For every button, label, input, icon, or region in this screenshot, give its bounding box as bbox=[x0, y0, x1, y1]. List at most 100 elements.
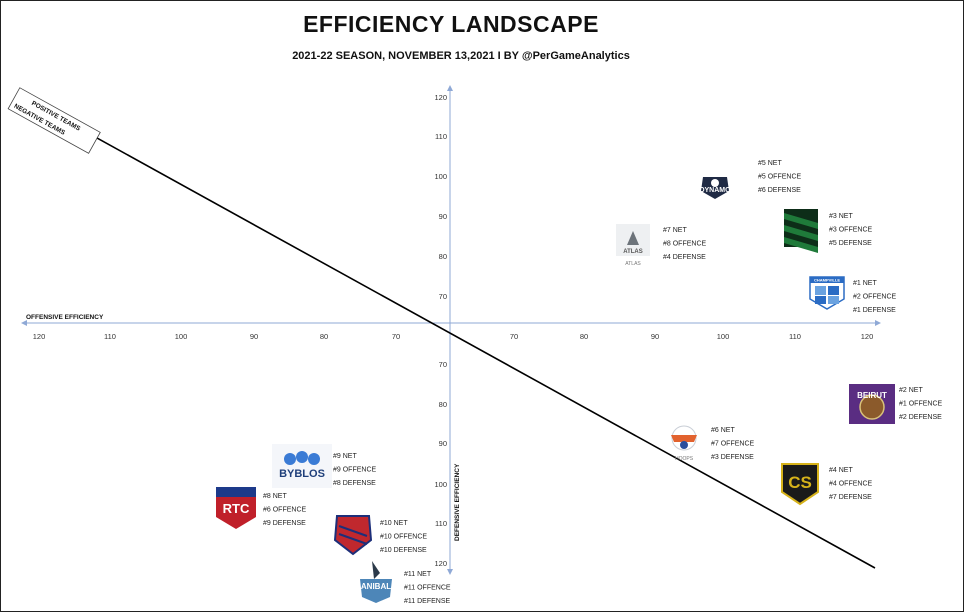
y-tick-label-top-2: 100 bbox=[434, 172, 447, 181]
beirut-ball-icon bbox=[859, 394, 885, 420]
rtc-shield-icon bbox=[216, 487, 256, 529]
team-rank-label-cs-2: #7 DEFENSE bbox=[829, 494, 872, 501]
hoops-logo-caption: HOOPS bbox=[675, 456, 694, 462]
team-rank-label-anibal-2: #11 DEFENSE bbox=[404, 598, 450, 605]
team-rank-label-dynamo-2: #6 DEFENSE bbox=[758, 187, 801, 194]
team-logo-hoops: HOOPS bbox=[671, 425, 697, 462]
team-rank-label-beirut-1: #1 OFFENCE bbox=[899, 401, 943, 408]
byblos-logo-bg bbox=[272, 444, 332, 488]
y-tick-label-top-3: 90 bbox=[439, 212, 447, 221]
byblos-figure-1 bbox=[284, 453, 296, 465]
y-tick-label-bottom-4: 110 bbox=[435, 519, 447, 528]
team-rank-label-champville-1: #2 OFFENCE bbox=[853, 294, 897, 301]
champville-quad-4 bbox=[828, 296, 839, 304]
team-rank-label-sporting-1: #3 OFFENCE bbox=[829, 227, 873, 234]
champville-banner bbox=[810, 277, 844, 283]
team-logo-beirut: BEIRUT bbox=[849, 384, 895, 424]
riyadi-shield-icon bbox=[333, 515, 373, 556]
x-axis-arrow-left bbox=[21, 320, 27, 326]
dynamo-shield-icon bbox=[701, 177, 729, 199]
team-logo-riyadi bbox=[333, 515, 373, 556]
y-tick-label-top-0: 120 bbox=[434, 93, 447, 102]
dynamo-ball-icon bbox=[711, 179, 719, 187]
champville-quad-1 bbox=[815, 286, 826, 295]
team-rank-label-rtc-1: #6 OFFENCE bbox=[263, 507, 307, 514]
team-rank-label-rtc-2: #9 DEFENSE bbox=[263, 520, 306, 527]
team-rank-label-atlas-0: #7 NET bbox=[663, 227, 687, 234]
x-tick-label-right-4: 110 bbox=[789, 332, 801, 341]
legend-box-rect bbox=[7, 87, 101, 154]
team-rank-label-dynamo-0: #5 NET bbox=[758, 160, 782, 167]
x-tick-label-left-4: 80 bbox=[320, 332, 328, 341]
byblos-figure-3 bbox=[308, 453, 320, 465]
rtc-banner bbox=[216, 487, 256, 497]
byblos-logo-text: BYBLOS bbox=[279, 468, 325, 480]
team-rank-label-hoops-0: #6 NET bbox=[711, 427, 735, 434]
team-rank-label-riyadi-2: #10 DEFENSE bbox=[380, 547, 427, 554]
team-rank-label-atlas-1: #8 OFFENCE bbox=[663, 241, 707, 248]
dynamo-logo-text: DYNAMO bbox=[699, 187, 731, 194]
atlas-figure-icon bbox=[627, 231, 639, 245]
x-tick-label-left-1: 110 bbox=[104, 332, 116, 341]
team-rank-label-cs-0: #4 NET bbox=[829, 467, 853, 474]
team-rank-label-riyadi-1: #10 OFFENCE bbox=[380, 534, 427, 541]
team-rank-label-cs-1: #4 OFFENCE bbox=[829, 481, 873, 488]
champville-logo-text: CHAMPVILLE bbox=[814, 278, 840, 283]
y-tick-label-top-5: 70 bbox=[439, 292, 447, 301]
sporting-stripe-icon-2 bbox=[784, 237, 818, 253]
x-tick-label-right-5: 120 bbox=[861, 332, 874, 341]
team-rank-label-sporting-0: #3 NET bbox=[829, 213, 853, 220]
anibal-shield-icon bbox=[360, 579, 392, 603]
team-rank-label-rtc-0: #8 NET bbox=[263, 493, 287, 500]
y-tick-label-bottom-0: 70 bbox=[439, 360, 447, 369]
team-rank-label-byblos-0: #9 NET bbox=[333, 453, 357, 460]
x-tick-label-right-3: 100 bbox=[717, 332, 730, 341]
team-logo-anibal: ANIBAL bbox=[360, 561, 392, 603]
team-rank-label-champville-2: #1 DEFENSE bbox=[853, 307, 896, 314]
y-tick-label-bottom-5: 120 bbox=[434, 559, 447, 568]
y-tick-label-bottom-2: 90 bbox=[439, 439, 447, 448]
team-rank-label-sporting-2: #5 DEFENSE bbox=[829, 240, 872, 247]
beirut-logo-text: BEIRUT bbox=[857, 391, 887, 400]
team-rank-label-champville-0: #1 NET bbox=[853, 280, 877, 287]
riyadi-stripe-icon bbox=[338, 525, 368, 545]
team-rank-label-byblos-2: #8 DEFENSE bbox=[333, 480, 376, 487]
anibal-logo-text: ANIBAL bbox=[361, 582, 391, 591]
y-tick-label-top-1: 110 bbox=[435, 132, 447, 141]
team-logo-rtc: RTC bbox=[216, 487, 256, 529]
atlas-logo-caption: ATLAS bbox=[625, 261, 641, 267]
hoops-banner bbox=[671, 435, 697, 442]
team-rank-label-anibal-1: #11 OFFENCE bbox=[404, 585, 451, 592]
x-axis-title: OFFENSIVE EFFICIENCY bbox=[26, 314, 104, 321]
team-logo-sporting bbox=[784, 209, 818, 253]
x-tick-label-right-0: 70 bbox=[510, 332, 518, 341]
x-tick-label-right-2: 90 bbox=[651, 332, 659, 341]
team-rank-label-hoops-2: #3 DEFENSE bbox=[711, 454, 754, 461]
team-logo-dynamo: DYNAMO bbox=[699, 177, 731, 199]
team-logo-champville: CHAMPVILLE bbox=[809, 276, 845, 310]
sporting-stripe-icon-1 bbox=[784, 225, 818, 241]
team-rank-label-beirut-0: #2 NET bbox=[899, 387, 923, 394]
y-tick-label-bottom-3: 100 bbox=[434, 480, 447, 489]
x-tick-label-left-2: 100 bbox=[175, 332, 188, 341]
y-tick-label-top-4: 80 bbox=[439, 252, 447, 261]
hoops-ball-icon bbox=[680, 441, 688, 449]
page-subtitle: 2021-22 SEASON, NOVEMBER 13,2021 I BY @P… bbox=[292, 50, 630, 62]
team-logo-byblos: BYBLOS bbox=[272, 444, 332, 488]
team-rank-label-byblos-1: #9 OFFENCE bbox=[333, 467, 377, 474]
team-rank-label-riyadi-0: #10 NET bbox=[380, 520, 408, 527]
y-axis-arrow-top bbox=[447, 85, 453, 91]
team-logo-cs: CS bbox=[781, 463, 819, 506]
cs-shield-icon bbox=[781, 463, 819, 506]
anibal-flame-icon bbox=[372, 561, 380, 579]
rtc-logo-text: RTC bbox=[223, 501, 250, 516]
y-axis-title: DEFENSIVE EFFICIENCY bbox=[454, 463, 461, 541]
page-title: EFFICIENCY LANDSCAPE bbox=[303, 11, 599, 37]
byblos-figure-2 bbox=[296, 451, 308, 463]
x-tick-label-left-3: 90 bbox=[250, 332, 258, 341]
team-rank-label-hoops-1: #7 OFFENCE bbox=[711, 441, 755, 448]
team-rank-label-beirut-2: #2 DEFENSE bbox=[899, 414, 942, 421]
